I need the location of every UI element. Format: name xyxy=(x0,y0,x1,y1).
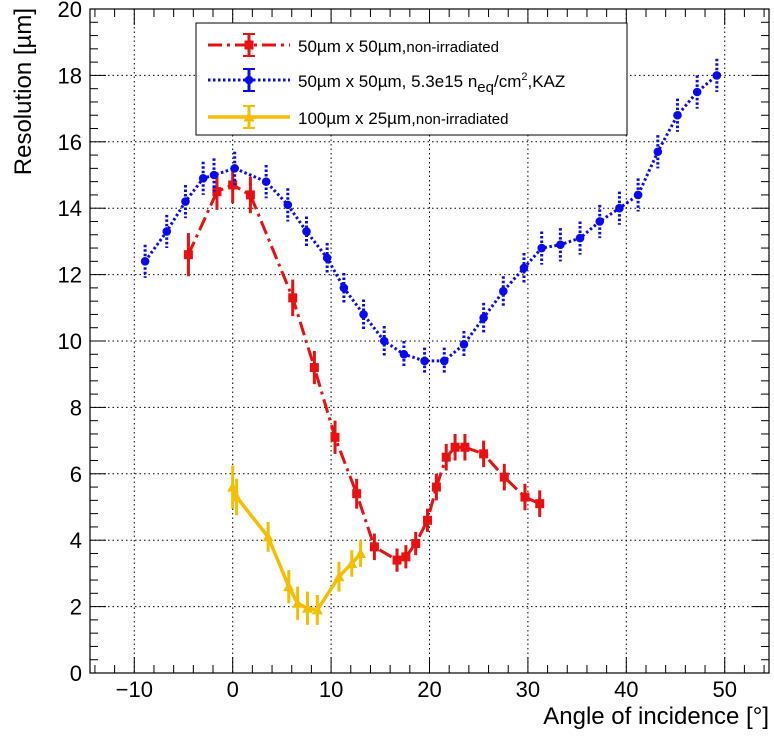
y-tick-label-2: 4 xyxy=(70,528,82,553)
legend-label-series-3-main: 100µm x 25µm, xyxy=(298,109,416,128)
x-tick-label-4: 30 xyxy=(516,677,540,702)
series-2-point-6 xyxy=(262,177,271,186)
x-tick-label-3: 20 xyxy=(417,677,441,702)
series-2-point-9 xyxy=(323,254,332,263)
series-1-point-12 xyxy=(423,516,432,525)
series-2-point-23 xyxy=(595,217,604,226)
x-tick-label-1: 0 xyxy=(227,677,239,702)
series-2-point-15 xyxy=(440,357,449,366)
legend: 50µm x 50µm,non-irradiated 50µm x 50µm, … xyxy=(196,23,627,135)
series-2-point-3 xyxy=(199,174,208,183)
series-2-point-0 xyxy=(141,257,150,266)
series-2-point-2 xyxy=(181,197,190,206)
series-1-point-9 xyxy=(393,556,402,565)
series-2-point-5 xyxy=(230,164,239,173)
series-1-point-20 xyxy=(535,499,544,508)
y-tick-label-3: 6 xyxy=(70,462,82,487)
series-2-point-29 xyxy=(713,71,722,80)
series-2-point-4 xyxy=(210,171,219,180)
series-2-point-1 xyxy=(162,227,171,236)
series-1-point-15 xyxy=(451,443,460,452)
series-2-point-27 xyxy=(673,111,682,120)
y-tick-label-1: 2 xyxy=(70,595,82,620)
y-tick-label-8: 16 xyxy=(58,130,82,155)
series-2-point-7 xyxy=(283,201,292,210)
legend-label-series-1-main: 50µm x 50µm, xyxy=(298,37,406,56)
series-1-point-17 xyxy=(479,449,488,458)
series-1-point-3 xyxy=(246,190,255,199)
series-layer xyxy=(141,59,721,625)
series-2-point-16 xyxy=(460,340,469,349)
legend-label-series-2-tail: /cm xyxy=(494,72,521,91)
series-3-point-9 xyxy=(355,548,366,558)
series-2-point-17 xyxy=(479,313,488,322)
series-1-point-14 xyxy=(442,453,451,462)
series-1-point-0 xyxy=(184,250,193,259)
series-1-point-13 xyxy=(432,483,441,492)
series-2-point-20 xyxy=(537,244,546,253)
series-2-point-25 xyxy=(634,191,643,200)
x-tick-label-5: 40 xyxy=(614,677,638,702)
series-2-point-10 xyxy=(340,284,349,293)
series-3 xyxy=(227,466,366,625)
x-axis-title: Angle of incidence [°] xyxy=(543,703,769,730)
series-3-point-3 xyxy=(283,581,294,591)
series-2-point-22 xyxy=(576,234,585,243)
series-2-point-8 xyxy=(302,227,311,236)
legend-label-series-2-sub: eq xyxy=(477,79,494,96)
series-2-point-12 xyxy=(380,337,389,346)
legend-label-series-2-main: 50µm x 50µm, 5.3e15 n xyxy=(298,72,477,91)
series-2-point-13 xyxy=(400,350,409,359)
series-1-point-18 xyxy=(500,473,509,482)
legend-label-series-1: 50µm x 50µm,non-irradiated xyxy=(298,37,499,56)
series-1-point-16 xyxy=(460,443,469,452)
series-1-point-8 xyxy=(370,542,379,551)
x-tick-label-0: −10 xyxy=(116,677,153,702)
series-1-point-5 xyxy=(310,363,319,372)
x-tick-label-2: 10 xyxy=(319,677,343,702)
series-1-point-4 xyxy=(288,293,297,302)
y-tick-label-7: 14 xyxy=(58,196,82,221)
y-tick-label-4: 8 xyxy=(70,395,82,420)
legend-label-series-2-end: ,KAZ xyxy=(528,72,566,91)
legend-label-series-3: 100µm x 25µm,non-irradiated xyxy=(298,109,508,128)
series-2-point-26 xyxy=(654,147,663,156)
y-tick-label-9: 18 xyxy=(58,63,82,88)
series-1-point-19 xyxy=(520,493,529,502)
series-1-point-10 xyxy=(401,552,410,561)
series-1-point-11 xyxy=(411,539,420,548)
legend-label-series-1-sub: non-irradiated xyxy=(406,39,499,56)
series-1-point-6 xyxy=(331,433,340,442)
series-2-point-18 xyxy=(499,287,508,296)
series-2-point-28 xyxy=(693,88,702,97)
series-2-point-21 xyxy=(556,240,565,249)
y-tick-label-5: 10 xyxy=(58,329,82,354)
y-tick-label-6: 12 xyxy=(58,263,82,288)
legend-marker-series-1 xyxy=(245,41,254,50)
legend-marker-series-2 xyxy=(245,76,254,85)
series-2-point-19 xyxy=(520,264,529,273)
series-1-point-7 xyxy=(352,489,361,498)
legend-label-series-3-sub: non-irradiated xyxy=(416,111,509,128)
y-axis-title: Resolution [µm] xyxy=(10,8,37,175)
series-2-point-24 xyxy=(615,204,624,213)
series-2-point-11 xyxy=(359,310,368,319)
y-tick-label-10: 20 xyxy=(58,0,82,22)
x-tick-label-6: 50 xyxy=(712,677,736,702)
series-2-point-14 xyxy=(420,357,429,366)
y-tick-label-0: 0 xyxy=(70,661,82,686)
